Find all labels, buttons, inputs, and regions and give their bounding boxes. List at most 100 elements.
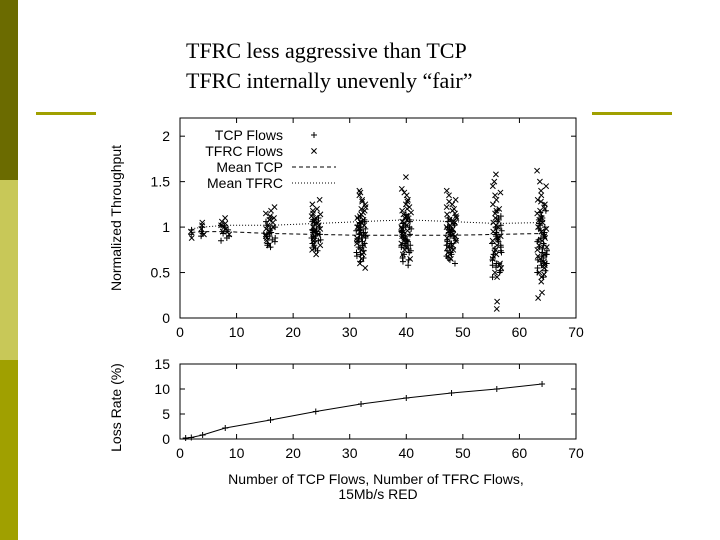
tcp-flow-point: [447, 249, 454, 256]
tfrc-flow-point: [493, 305, 500, 312]
tfrc-flow-point: [444, 244, 451, 251]
tfrc-flow-point: [308, 213, 315, 220]
throughput-y-tick-label: 1: [162, 219, 170, 235]
tcp-flow-point: [405, 262, 412, 269]
tfrc-flow-point: [357, 218, 364, 225]
tfrc-flow-point: [403, 242, 410, 249]
tfrc-flow-point: [404, 196, 411, 203]
tfrc-flow-point: [188, 235, 195, 241]
tfrc-flow-point: [407, 255, 414, 262]
tfrc-flow-point: [264, 222, 271, 229]
loss-x-tick-label: 60: [512, 445, 528, 461]
tfrc-flow-point: [538, 278, 545, 285]
tfrc-flow-point: [542, 235, 548, 241]
tcp-flow-point: [451, 260, 458, 267]
title-rule-left: [36, 112, 96, 115]
tcp-flow-point: [489, 262, 496, 269]
tfrc-flow-point: [399, 207, 406, 214]
tfrc-flow-point: [314, 205, 321, 212]
tfrc-flow-point: [490, 228, 497, 235]
tfrc-flow-point: [534, 246, 541, 253]
tfrc-flow-point: [359, 196, 366, 203]
loss-rate-point: [182, 435, 189, 441]
tfrc-flow-point: [362, 265, 369, 271]
tfrc-flow-point: [262, 231, 269, 238]
throughput-x-tick-label: 70: [568, 324, 584, 340]
tfrc-flow-point: [446, 227, 453, 234]
title-rule-right: [592, 112, 672, 115]
tfrc-flow-point: [494, 274, 501, 281]
throughput-x-tick-label: 30: [342, 324, 358, 340]
tcp-flow-point: [543, 247, 550, 254]
tcp-flow-point: [498, 227, 505, 234]
loss-rate-plot: 0 10 20 30 40 50 60 70 0 5 10 15 Loss Rate (%) Number…: [108, 356, 584, 502]
slide-title-line-2: TFRC internally unevenly “fair”: [186, 68, 473, 93]
tfrc-flow-point: [489, 237, 496, 244]
loss-x-tick-label: 30: [342, 445, 358, 461]
loss-rate-line: [185, 383, 543, 439]
tfrc-flow-point: [356, 228, 363, 235]
tfrc-flow-point: [491, 178, 498, 185]
tfrc-flow-point: [543, 225, 550, 232]
legend-label: TCP Flows: [215, 127, 283, 143]
tfrc-flow-point: [538, 187, 544, 194]
tfrc-flow-point: [497, 260, 503, 267]
tfrc-flow-point: [398, 225, 405, 232]
tfrc-flow-point: [404, 227, 411, 234]
tfrc-flow-point: [265, 242, 272, 249]
tfrc-flow-point: [317, 225, 324, 232]
loss-rate-point: [312, 408, 319, 415]
tfrc-flow-point: [489, 255, 496, 262]
tfrc-flow-point: [353, 240, 360, 247]
accent-bar-bottom: [0, 360, 18, 540]
tfrc-flow-point: [263, 235, 270, 241]
tfrc-flow-point: [271, 204, 278, 211]
tfrc-flow-point: [400, 211, 407, 218]
tcp-flow-point: [540, 242, 547, 249]
tcp-flow-point: [223, 235, 230, 241]
tfrc-flow-point: [362, 231, 369, 238]
tfrc-flow-point: [493, 196, 500, 203]
tfrc-flow-point: [538, 228, 545, 235]
loss-y-tick-label: 5: [162, 406, 170, 422]
tcp-flow-point: [353, 249, 360, 256]
tcp-flow-point: [539, 215, 546, 221]
tcp-flow-point: [218, 237, 225, 244]
slide-title-line-1: TFRC less aggressive than TCP: [186, 38, 467, 63]
tfrc-flow-point: [404, 205, 411, 212]
tfrc-flow-point: [537, 198, 544, 205]
tfrc-flow-point: [453, 213, 459, 220]
loss-y-tick-label: 15: [154, 356, 170, 372]
tfrc-flow-point: [362, 201, 369, 208]
tfrc-flow-point: [358, 246, 365, 253]
tfrc-flow-point: [401, 246, 408, 253]
tfrc-flow-point: [541, 271, 548, 278]
tfrc-flow-point: [447, 255, 454, 262]
mean-tfrc-line: [191, 219, 543, 230]
tfrc-flow-point: [271, 215, 277, 221]
tfrc-flow-point: [266, 216, 273, 223]
tfrc-flow-point: [452, 196, 459, 203]
tfrc-flow-point: [311, 227, 318, 234]
tfrc-flow-point: [536, 216, 543, 223]
tcp-flow-point: [406, 231, 413, 238]
throughput-x-tick-label: 40: [398, 324, 414, 340]
tfrc-flow-point: [403, 244, 410, 251]
tfrc-flow-point: [541, 233, 548, 240]
tfrc-flow-point: [489, 201, 496, 208]
tfrc-flow-point: [360, 242, 367, 249]
tfrc-flow-point: [311, 218, 317, 225]
tfrc-flow-point: [543, 183, 550, 190]
loss-y-tick-label: 10: [154, 381, 170, 397]
tfrc-flow-point: [310, 237, 317, 244]
tfrc-flow-point: [494, 235, 501, 241]
loss-y-axis-label: Loss Rate (%): [108, 363, 124, 452]
throughput-y-tick-label: 0: [162, 310, 170, 326]
tfrc-flow-point: [537, 207, 544, 214]
loss-y-tick-label: 0: [162, 431, 170, 447]
loss-rate-point: [188, 434, 195, 441]
tfrc-flow-point: [312, 215, 319, 221]
tfrc-flow-point: [356, 260, 363, 267]
tfrc-flow-point: [313, 220, 320, 227]
throughput-y-tick-label: 2: [162, 128, 170, 144]
